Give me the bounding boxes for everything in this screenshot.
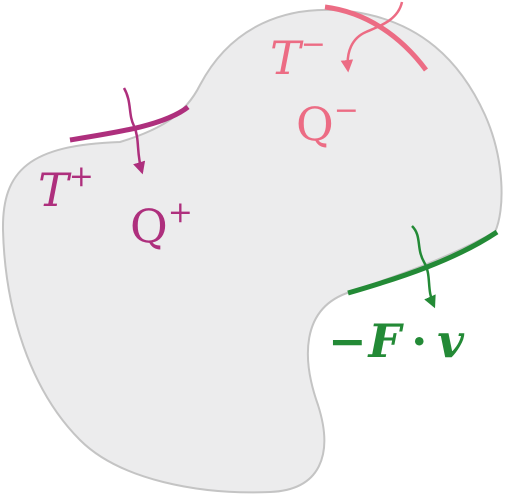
hot-heat-symbol: Q: [130, 199, 168, 253]
cold-temperature-symbol: T: [270, 31, 304, 85]
work-dot-operator: ·: [411, 314, 427, 368]
cold-temperature-label: T−: [270, 27, 326, 85]
hot-temperature-label: T+: [38, 159, 94, 217]
cold-temperature-superscript: −: [301, 27, 326, 62]
cold-flux-arrow: [340, 1, 404, 73]
work-velocity-symbol: v: [437, 314, 465, 368]
work-minus-sign: −: [328, 314, 367, 368]
work-label: −F · v: [328, 314, 465, 368]
work-force-symbol: F: [367, 314, 405, 368]
body-region: [1, 8, 503, 494]
work-flux-arrow: [411, 225, 436, 309]
hot-temperature-superscript: +: [69, 159, 94, 194]
hot-boundary-segment: [69, 104, 190, 143]
hot-temperature-symbol: T: [38, 163, 72, 217]
cold-heat-symbol: Q: [296, 97, 334, 151]
cold-heat-superscript: −: [334, 93, 359, 128]
hot-heat-superscript: +: [168, 195, 193, 230]
hot-flux-arrow: [122, 87, 146, 175]
hot-heat-label: Q+: [130, 195, 193, 253]
cold-boundary-segment: [324, 4, 429, 72]
cold-heat-label: Q−: [296, 93, 359, 151]
